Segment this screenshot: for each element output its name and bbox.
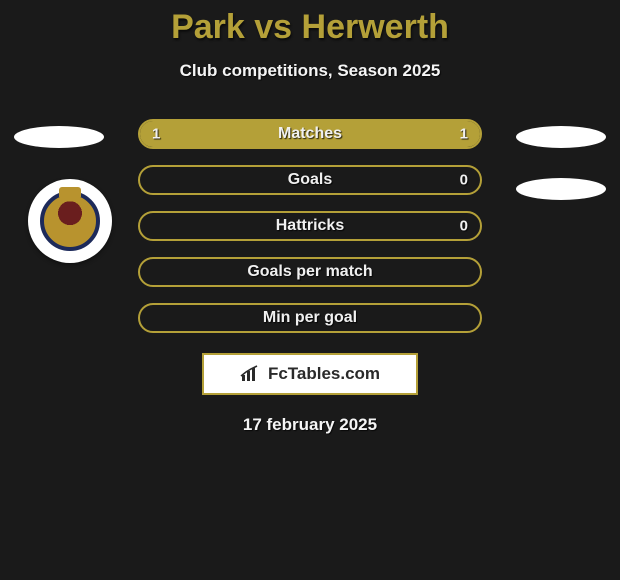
player-right-placeholder-2 bbox=[516, 178, 606, 200]
stat-row-hattricks: Hattricks 0 bbox=[138, 211, 482, 241]
stat-row-goals: Goals 0 bbox=[138, 165, 482, 195]
bar-chart-icon bbox=[240, 365, 262, 383]
player-left-placeholder bbox=[14, 126, 104, 148]
stat-right-value: 0 bbox=[460, 218, 468, 235]
club-crest-icon bbox=[40, 191, 100, 251]
stat-right-value: 1 bbox=[460, 126, 468, 143]
brand-text: FcTables.com bbox=[268, 364, 380, 384]
club-badge-left bbox=[28, 179, 112, 263]
stat-label: Goals bbox=[288, 171, 332, 189]
brand-box[interactable]: FcTables.com bbox=[202, 353, 418, 395]
page-title: Park vs Herwerth bbox=[0, 8, 620, 47]
stat-label: Goals per match bbox=[247, 263, 372, 281]
stat-label: Hattricks bbox=[276, 217, 344, 235]
stat-label: Min per goal bbox=[263, 309, 357, 327]
stat-row-matches: 1 Matches 1 bbox=[138, 119, 482, 149]
stat-left-value: 1 bbox=[152, 126, 160, 143]
stat-row-goals-per-match: Goals per match bbox=[138, 257, 482, 287]
stat-row-min-per-goal: Min per goal bbox=[138, 303, 482, 333]
date-text: 17 february 2025 bbox=[0, 415, 620, 435]
stat-right-value: 0 bbox=[460, 172, 468, 189]
subtitle: Club competitions, Season 2025 bbox=[0, 61, 620, 81]
player-right-placeholder-1 bbox=[516, 126, 606, 148]
stat-label: Matches bbox=[278, 125, 342, 143]
